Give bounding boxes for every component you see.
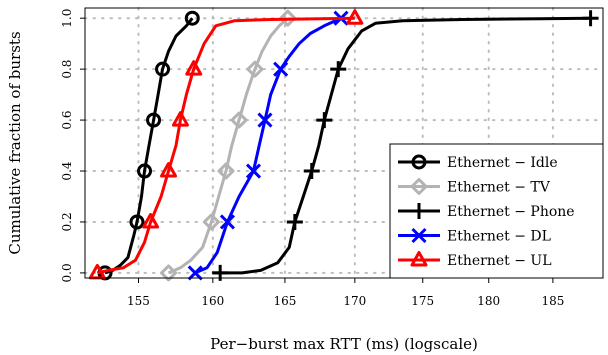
y-tick-label: 0.0 xyxy=(60,263,74,282)
marker-circle xyxy=(137,163,153,179)
marker-x xyxy=(257,112,273,128)
legend-entry: Ethernet − Idle xyxy=(398,154,558,171)
series-1 xyxy=(160,9,297,282)
marker-diamond xyxy=(279,9,297,27)
y-tick-label: 0.4 xyxy=(60,161,74,180)
marker-plus xyxy=(582,10,599,27)
y-tick-label: 0.8 xyxy=(60,60,74,79)
marker-diamond xyxy=(160,264,178,282)
marker-diamond xyxy=(217,162,235,180)
marker-diamond xyxy=(246,60,264,78)
marker-triangle xyxy=(171,111,189,127)
marker-triangle xyxy=(410,251,428,267)
marker-diamond xyxy=(230,111,248,129)
marker-triangle xyxy=(160,162,178,178)
y-axis: 0.0 0.2 0.4 0.6 0.8 1.0 xyxy=(60,9,85,282)
marker-circle xyxy=(129,214,145,230)
marker-x xyxy=(411,227,427,244)
marker-x xyxy=(245,163,262,179)
marker-circle xyxy=(184,10,200,26)
marker-plus xyxy=(303,163,320,180)
marker-plus xyxy=(286,213,303,230)
marker-plus xyxy=(212,264,229,281)
x-tick-label: 180 xyxy=(477,294,500,308)
legend-label: Ethernet − UL xyxy=(447,253,552,269)
x-tick-label: 175 xyxy=(411,294,434,308)
legend-entry: Ethernet − UL xyxy=(398,251,552,269)
legend-label: Ethernet − Idle xyxy=(447,155,558,171)
legend-label: Ethernet − DL xyxy=(447,229,551,245)
series-line xyxy=(104,17,194,275)
x-tick-label: 155 xyxy=(127,294,150,308)
marker-plus xyxy=(316,112,333,129)
legend-label: Ethernet − Phone xyxy=(447,204,575,220)
x-tick-label: 165 xyxy=(273,294,296,308)
x-tick-label: 185 xyxy=(541,294,564,308)
series-layer xyxy=(88,9,599,282)
legend: Ethernet − Idle Ethernet − TV Ethernet − P… xyxy=(389,143,604,279)
legend-entry: Ethernet − TV xyxy=(398,178,551,196)
y-tick-label: 1.0 xyxy=(60,9,74,28)
y-tick-label: 0.6 xyxy=(60,111,74,130)
y-axis-label: Cumulative fraction of bursts xyxy=(6,31,24,254)
marker-plus xyxy=(411,203,427,219)
marker-circle xyxy=(411,154,427,170)
marker-triangle xyxy=(185,60,203,76)
marker-triangle xyxy=(346,9,364,25)
x-tick-label: 170 xyxy=(343,294,366,308)
marker-x xyxy=(219,214,236,230)
series-0 xyxy=(97,10,200,281)
x-axis: 155 160 165 170 175 180 185 xyxy=(127,278,564,308)
y-tick-label: 0.2 xyxy=(60,212,74,231)
series-line xyxy=(96,16,355,275)
series-2 xyxy=(212,10,599,281)
marker-diamond xyxy=(202,213,220,231)
series-4 xyxy=(88,9,364,280)
plot-frame xyxy=(84,7,604,279)
marker-plus xyxy=(330,61,347,78)
series-3 xyxy=(187,10,349,281)
legend-entry: Ethernet − DL xyxy=(398,227,551,245)
marker-diamond xyxy=(410,178,428,195)
x-axis-label: Per−burst max RTT (ms) (logscale) xyxy=(210,335,478,353)
marker-circle xyxy=(155,61,171,77)
x-tick-label: 160 xyxy=(201,294,224,308)
legend-label: Ethernet − TV xyxy=(447,180,551,196)
legend-entry: Ethernet − Phone xyxy=(398,203,575,220)
marker-x xyxy=(273,61,289,77)
marker-circle xyxy=(146,112,162,128)
marker-x xyxy=(187,265,203,281)
series-line xyxy=(167,17,289,275)
marker-triangle xyxy=(142,212,160,229)
